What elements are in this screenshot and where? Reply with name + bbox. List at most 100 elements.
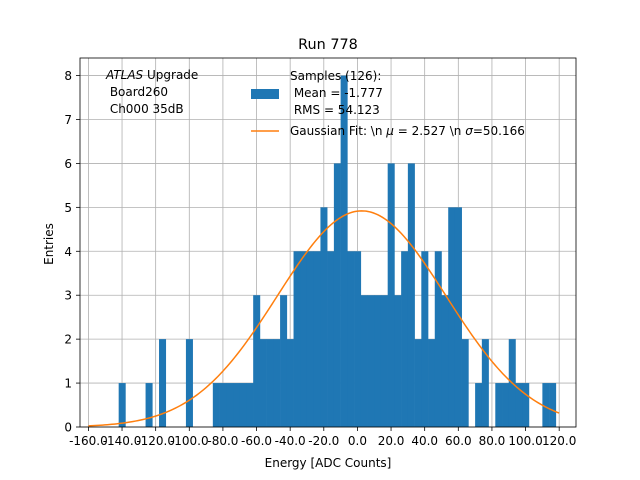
histogram-bar — [185, 339, 193, 427]
legend-swatch-samples — [251, 89, 279, 99]
y-tick-label: 1 — [64, 377, 72, 391]
x-tick-label: 80.0 — [479, 434, 506, 448]
x-tick-label: -140.0 — [103, 434, 142, 448]
axes-frame — [79, 57, 577, 428]
histogram-bar — [407, 163, 415, 427]
x-tick-label: -40.0 — [275, 434, 306, 448]
histogram-bar — [495, 383, 503, 427]
x-tick-label: 120.0 — [542, 434, 576, 448]
chart-title: Run 778 — [298, 37, 358, 53]
histogram-bar — [333, 163, 341, 427]
x-tick-label: 100.0 — [508, 434, 542, 448]
y-tick-label: 0 — [64, 421, 72, 435]
histogram-bar — [394, 295, 402, 427]
histogram-bar — [502, 383, 510, 427]
y-tick-label: 3 — [64, 289, 72, 303]
histogram-bar — [233, 383, 241, 427]
gaussian-fit-line — [88, 210, 560, 427]
histogram-bar — [347, 251, 355, 427]
histogram-bar — [280, 295, 288, 427]
histogram-bar — [549, 383, 557, 427]
legend: Samples (126): Mean = -1.777 RMS = 54.12… — [251, 69, 525, 138]
histogram-bar — [340, 75, 348, 428]
legend-fit-sigma-value: =50.166 — [473, 124, 525, 138]
y-tick-label: 5 — [64, 201, 72, 215]
histogram-bar — [387, 163, 395, 427]
y-tick-label: 6 — [64, 157, 72, 171]
x-axis-ticks: -160.0-140.0-120.0-100.0-80.0 -60.0 -40.0-… — [69, 427, 576, 448]
legend-fit-sigma: σ — [465, 124, 473, 138]
legend-fit-mu: μ — [385, 124, 394, 138]
histogram-bar — [374, 295, 382, 427]
annotation-board: Board260 — [106, 85, 168, 99]
histogram-bar — [226, 383, 234, 427]
x-tick-label: -60.0 — [241, 434, 272, 448]
histogram-bar — [219, 383, 227, 427]
histogram-bar — [428, 339, 436, 427]
histogram-bar — [327, 251, 335, 427]
histogram-bar — [515, 383, 523, 427]
histogram-bar — [313, 251, 321, 427]
x-tick-label: -120.0 — [136, 434, 175, 448]
histogram-bar — [367, 295, 375, 427]
legend-fit-prefix: Gaussian Fit: \n — [290, 124, 386, 138]
histogram-bar — [293, 251, 301, 427]
histogram-bar — [421, 251, 429, 427]
y-axis-label: Entries — [42, 223, 56, 265]
x-tick-label: -80.0 — [207, 434, 238, 448]
legend-samples-line-3: RMS = 54.123 — [290, 103, 380, 117]
annotation-channel: Ch000 35dB — [106, 102, 184, 116]
legend-fit-mu-value: = 2.527 \n — [394, 124, 465, 138]
histogram-bar — [441, 295, 449, 427]
y-tick-label: 2 — [64, 333, 72, 347]
histogram-bar — [286, 339, 294, 427]
histogram-bar — [354, 251, 362, 427]
legend-samples-line-2: Mean = -1.777 — [290, 86, 383, 100]
x-tick-label: 40.0 — [411, 434, 438, 448]
histogram-bar — [481, 339, 489, 427]
y-tick-label: 8 — [64, 69, 72, 83]
x-axis-label: Energy [ADC Counts] — [265, 456, 392, 470]
histogram-bar — [253, 295, 261, 427]
y-axis-ticks: 0 1 2 3 4 5 6 7 8 — [64, 69, 80, 435]
histogram-bar — [259, 339, 267, 427]
histogram-bar — [320, 207, 328, 427]
atlas-annotation: ATLAS Upgrade Board260 Ch000 35dB — [105, 68, 198, 116]
histogram-bar — [246, 383, 254, 427]
annotation-experiment-suffix: Upgrade — [143, 68, 198, 82]
histogram-bar — [380, 295, 388, 427]
histogram-bar — [542, 383, 550, 427]
histogram-bar — [475, 383, 483, 427]
histogram-bar — [239, 383, 247, 427]
legend-samples-line-1: Samples (126): — [290, 69, 381, 83]
histogram-bar — [306, 251, 315, 427]
histogram-bar — [434, 251, 442, 427]
histogram-bar — [461, 339, 469, 427]
x-tick-label: -20.0 — [308, 434, 339, 448]
histogram-bar — [522, 383, 530, 427]
x-tick-label: 20.0 — [378, 434, 405, 448]
histogram-bars — [118, 75, 557, 428]
histogram-bar — [118, 383, 126, 427]
histogram-bar — [401, 251, 409, 427]
histogram-bar — [300, 251, 308, 427]
histogram-bar — [448, 207, 456, 427]
x-tick-label: 60.0 — [445, 434, 472, 448]
x-tick-label: 0.0 — [348, 434, 367, 448]
annotation-experiment: ATLAS — [105, 68, 144, 82]
histogram-bar — [273, 339, 281, 427]
y-tick-label: 7 — [64, 113, 72, 127]
histogram-bar — [266, 339, 274, 427]
histogram-bar — [212, 383, 220, 427]
legend-fit-label: Gaussian Fit: \n μ = 2.527 \n σ=50.166 — [290, 124, 525, 138]
x-tick-label: -160.0 — [69, 434, 108, 448]
annotation-line-1: ATLAS Upgrade — [105, 68, 198, 82]
histogram-bar — [414, 339, 422, 427]
y-tick-label: 4 — [64, 245, 72, 259]
histogram-bar — [454, 207, 462, 427]
x-tick-label: -100.0 — [170, 434, 209, 448]
histogram-bar — [159, 339, 167, 427]
histogram-bar — [145, 383, 153, 427]
histogram-bar — [360, 295, 368, 427]
